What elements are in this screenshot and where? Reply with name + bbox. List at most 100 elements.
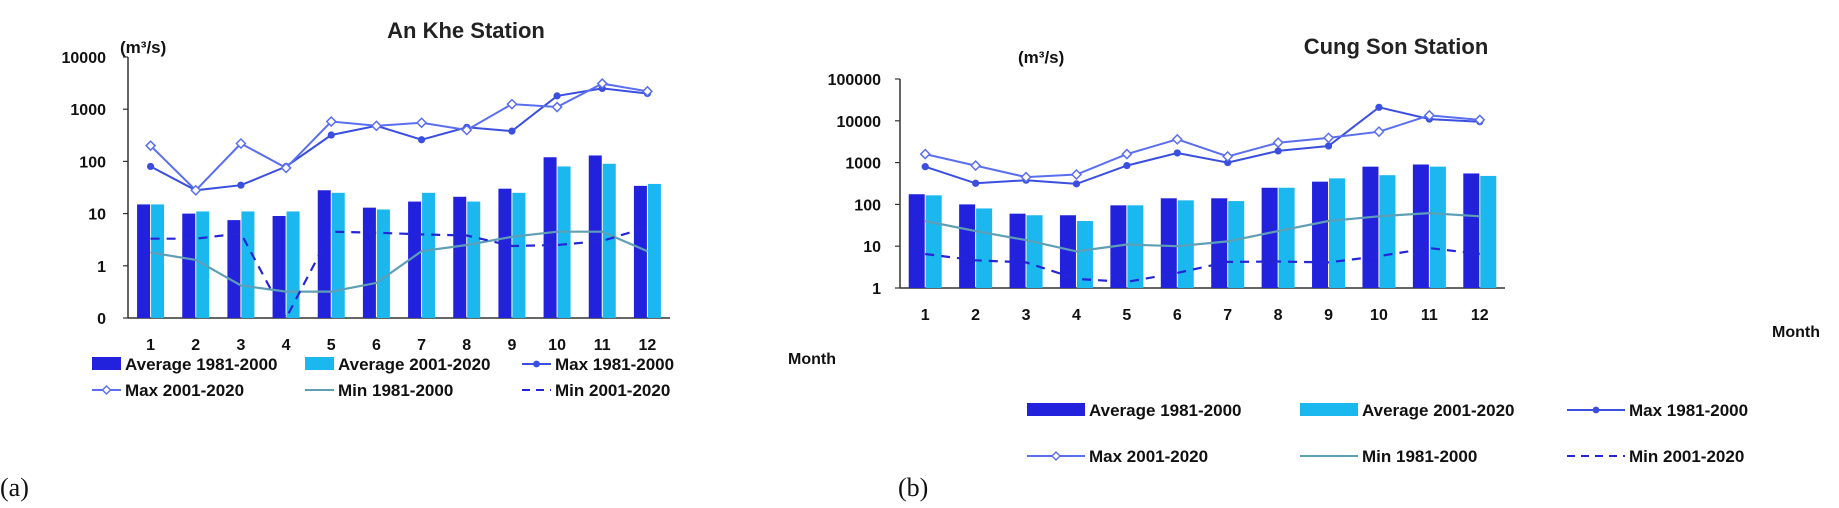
- bar: [453, 196, 467, 318]
- y-tick-label: 1: [97, 259, 106, 276]
- x-tick-label: 2: [191, 337, 200, 354]
- x-tick-label: 8: [1274, 307, 1283, 324]
- x-tick-label: 1: [921, 307, 930, 324]
- bar: [272, 215, 286, 318]
- bar: [647, 183, 661, 318]
- x-tick-label: 6: [1173, 307, 1182, 324]
- bar: [317, 190, 331, 318]
- x-tick-label: 12: [1471, 307, 1489, 324]
- data-point: [1171, 133, 1183, 145]
- legend-label: Min 1981-2000: [338, 381, 453, 400]
- y-unit-label: (m³/s): [120, 38, 166, 57]
- legend-label: Average 1981-2000: [125, 355, 278, 374]
- bar: [602, 163, 616, 318]
- x-tick-label: 7: [417, 337, 426, 354]
- bar: [1429, 166, 1446, 288]
- x-tick-label: 8: [462, 337, 471, 354]
- data-point: [145, 140, 157, 152]
- data-point: [416, 117, 428, 129]
- legend-marker: [1592, 406, 1600, 414]
- data-point: [237, 181, 245, 189]
- bar: [1127, 205, 1144, 288]
- data-point: [1322, 132, 1335, 144]
- data-point: [1274, 147, 1282, 155]
- bar: [498, 188, 512, 318]
- data-point: [325, 115, 337, 128]
- x-tick-label: 4: [1072, 307, 1081, 324]
- bar: [408, 201, 422, 318]
- data-point: [280, 162, 292, 174]
- data-point: [327, 131, 335, 139]
- x-tick-label: 3: [236, 337, 245, 354]
- x-tick-label: 9: [507, 337, 516, 354]
- bar: [286, 211, 300, 318]
- panel-label: (b): [898, 473, 928, 502]
- legend-label: Max 2001-2020: [125, 381, 244, 400]
- series-line: [149, 82, 648, 192]
- data-point: [553, 92, 561, 100]
- x-axis-title: Month: [1772, 324, 1820, 341]
- bar: [1026, 215, 1043, 288]
- bar: [588, 155, 602, 318]
- series-line: [150, 230, 648, 293]
- bar: [1160, 198, 1177, 288]
- data-point: [1121, 148, 1133, 160]
- x-tick-label: 11: [594, 337, 611, 354]
- x-tick-label: 2: [971, 307, 980, 324]
- chart-title: Cung Son Station: [1304, 34, 1489, 59]
- bar: [227, 220, 241, 318]
- y-tick-label: 100: [854, 197, 881, 214]
- data-point: [551, 101, 563, 113]
- bar: [1362, 166, 1379, 288]
- bar: [543, 157, 557, 318]
- legend-marker: [1051, 451, 1061, 461]
- data-point: [370, 120, 382, 132]
- y-tick-label: 10000: [62, 50, 107, 67]
- data-point: [972, 179, 980, 187]
- bar: [1412, 164, 1429, 288]
- bar: [512, 192, 526, 318]
- bar: [422, 192, 436, 318]
- x-tick-label: 4: [282, 337, 291, 354]
- bar: [467, 201, 481, 318]
- legend-swatch: [1300, 403, 1358, 416]
- chart-title: An Khe Station: [387, 18, 545, 43]
- x-tick-label: 7: [1223, 307, 1232, 324]
- x-tick-label: 10: [1370, 307, 1388, 324]
- bar: [1312, 181, 1329, 288]
- data-point: [1020, 171, 1032, 183]
- bar: [331, 192, 345, 318]
- bar: [151, 204, 165, 318]
- series-line: [924, 211, 1480, 253]
- x-tick-label: 1: [146, 337, 155, 354]
- y-tick-label: 0: [97, 311, 106, 328]
- data-point: [146, 162, 155, 171]
- bar: [1228, 201, 1245, 288]
- series-line: [924, 114, 1480, 179]
- bar: [137, 204, 151, 318]
- y-tick-label: 1000: [845, 156, 881, 173]
- legend-label: Max 2001-2020: [1089, 447, 1208, 466]
- data-point: [417, 136, 426, 144]
- x-tick-label: 6: [372, 337, 381, 354]
- x-tick-label: 5: [1122, 307, 1131, 324]
- data-point: [1224, 159, 1232, 167]
- x-axis-title: Month: [788, 351, 836, 368]
- bar: [908, 194, 925, 288]
- bar: [362, 207, 376, 318]
- x-tick-label: 3: [1022, 307, 1031, 324]
- data-point: [235, 137, 247, 150]
- data-point: [596, 77, 608, 90]
- legend-label: Average 2001-2020: [338, 355, 491, 374]
- bar: [376, 209, 390, 318]
- bar: [1480, 175, 1497, 288]
- series-line: [925, 246, 1480, 284]
- legend-swatch: [305, 357, 334, 370]
- data-point: [506, 98, 518, 110]
- legend-label: Average 2001-2020: [1362, 401, 1515, 420]
- data-point: [1375, 103, 1383, 111]
- y-tick-label: 100: [79, 154, 106, 171]
- data-point: [1173, 149, 1181, 157]
- data-point: [1272, 137, 1284, 149]
